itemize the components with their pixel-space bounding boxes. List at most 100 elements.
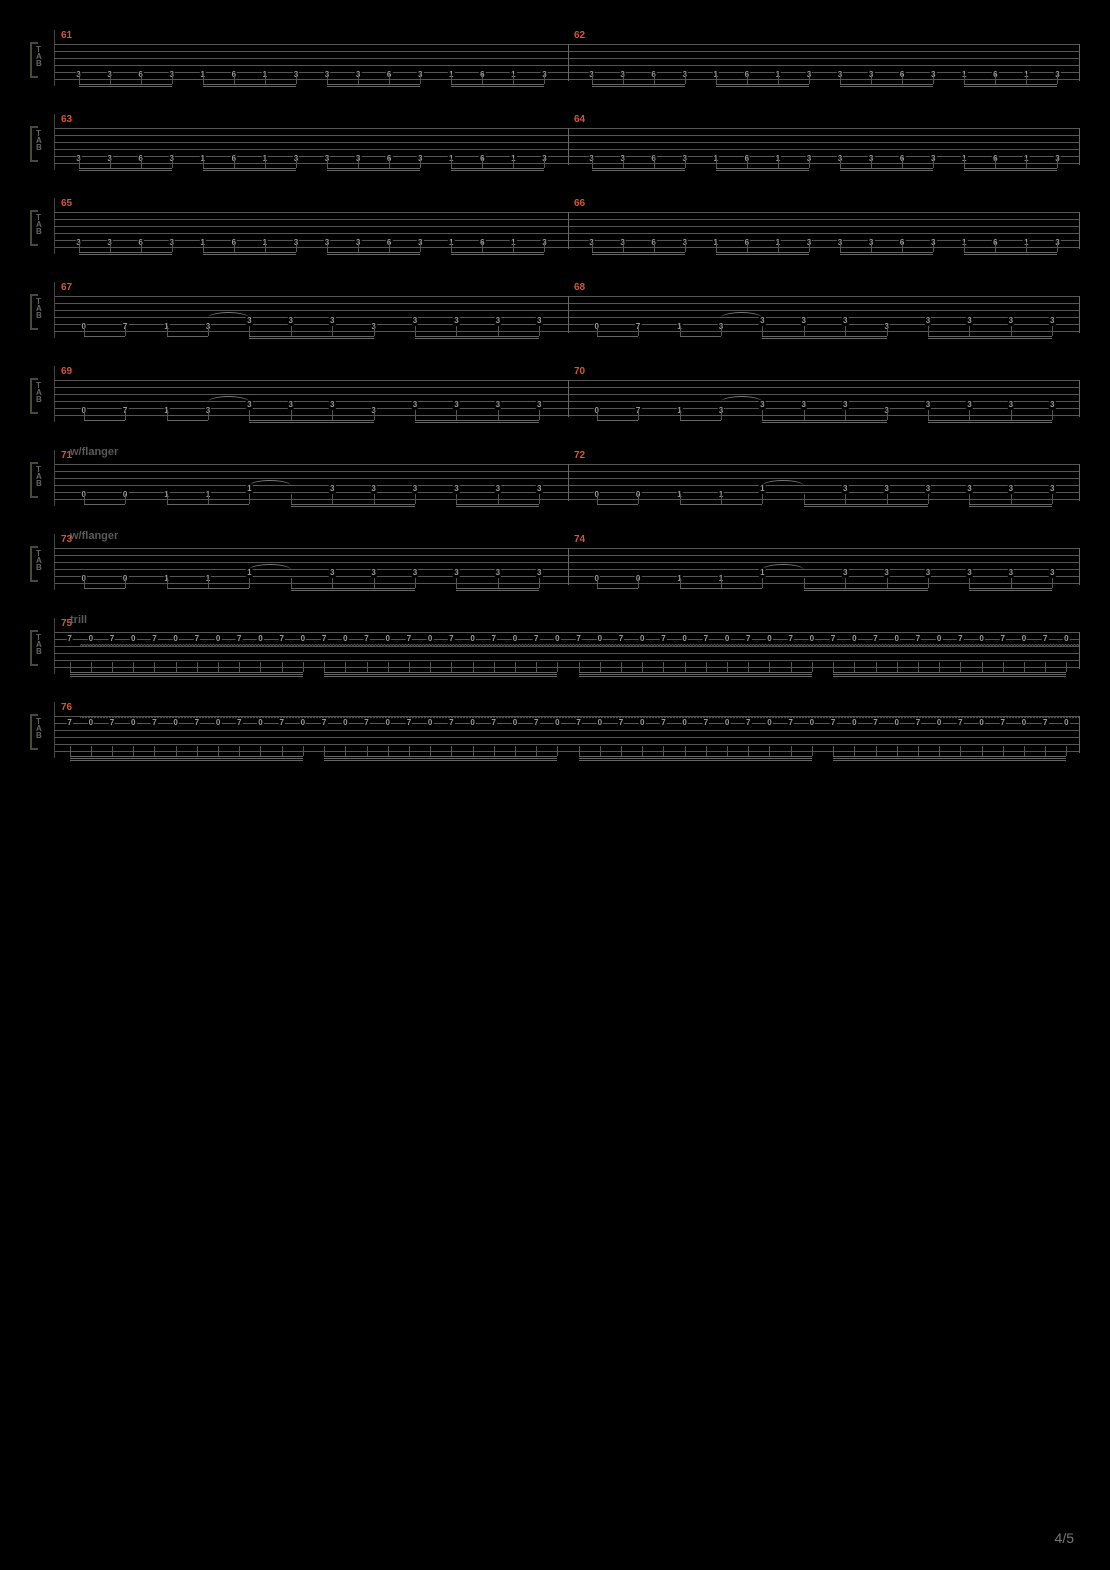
fret-number: 0 [724,718,730,727]
stem [1045,662,1046,672]
fret-number: 0 [851,634,857,643]
stem [592,242,593,252]
stem [332,410,333,420]
stem [203,242,204,252]
fret-number: 3 [801,400,807,409]
fret-number: 3 [370,568,376,577]
stem [388,746,389,756]
beam-group [451,80,544,94]
beam-group [804,500,928,514]
stem [389,158,390,168]
stem [747,74,748,84]
stem [928,410,929,420]
fret-number: 0 [88,718,94,727]
fret-number: 3 [883,568,889,577]
stem [809,242,810,252]
beam-group [84,584,125,598]
stem [933,242,934,252]
fret-number: 7 [872,718,878,727]
stem [933,74,934,84]
stem [933,158,934,168]
beam-group [762,332,886,346]
beam-group [327,80,420,94]
stem [513,242,514,252]
beam-group [680,500,763,514]
beam-group [840,164,933,178]
tab-staff: 73740011133333300111333333 [54,534,1080,590]
stem [557,746,558,756]
measure-number: 61 [61,30,72,41]
tab-staff: 6768071333333333071333333333 [54,282,1080,338]
stem [84,494,85,504]
stem [663,662,664,672]
fret-number: 0 [342,634,348,643]
stem [1003,746,1004,756]
beams [55,416,1080,430]
fret-number: 7 [236,634,242,643]
stem [680,494,681,504]
stem [176,662,177,672]
stem [112,662,113,672]
stem [430,746,431,756]
stem [208,494,209,504]
stem [482,74,483,84]
stem [133,662,134,672]
fret-number: 3 [453,568,459,577]
string-line [55,716,1080,717]
stem [642,662,643,672]
fret-number: 3 [1008,400,1014,409]
fret-number: 0 [469,634,475,643]
stem [498,578,499,588]
fret-number: 3 [453,316,459,325]
stem [840,74,841,84]
stem [1057,74,1058,84]
stem [716,158,717,168]
stem [939,662,940,672]
measure-number: 63 [61,114,72,125]
stem [721,410,722,420]
beam-group [762,416,886,430]
fret-number: 0 [681,634,687,643]
fret-number: 7 [618,718,624,727]
fret-number: 0 [978,634,984,643]
tie [762,564,803,570]
stem [451,662,452,672]
stem [642,746,643,756]
tab-staff: 71720011133333300111333333 [54,450,1080,506]
stem [249,326,250,336]
staff-row: TAB6768071333333333071333333333 [30,282,1080,338]
stem [544,74,545,84]
beam-group [969,584,1052,598]
stem [995,158,996,168]
beams [55,668,1080,682]
measure-number: 69 [61,366,72,377]
tab-staff: 616233631613336316133363161333631613 [54,30,1080,86]
stem [887,494,888,504]
stem [812,746,813,756]
stem [167,578,168,588]
tie [249,564,290,570]
stem [539,494,540,504]
fret-number: 0 [893,718,899,727]
stem [1011,410,1012,420]
beam-group [716,164,809,178]
stem [1066,662,1067,672]
measure-number: 64 [574,114,585,125]
stem [536,662,537,672]
tie [721,312,762,318]
beam-group [451,248,544,262]
stem [871,74,872,84]
stem [539,326,540,336]
fret-number: 3 [412,400,418,409]
stem [451,746,452,756]
stem [456,578,457,588]
tab-clef: TAB [36,634,41,655]
measure-number: 66 [574,198,585,209]
stem [654,74,655,84]
stem [721,326,722,336]
beam-group [597,584,638,598]
stem [809,158,810,168]
fret-number: 3 [1049,484,1055,493]
stem [939,746,940,756]
stem [234,74,235,84]
